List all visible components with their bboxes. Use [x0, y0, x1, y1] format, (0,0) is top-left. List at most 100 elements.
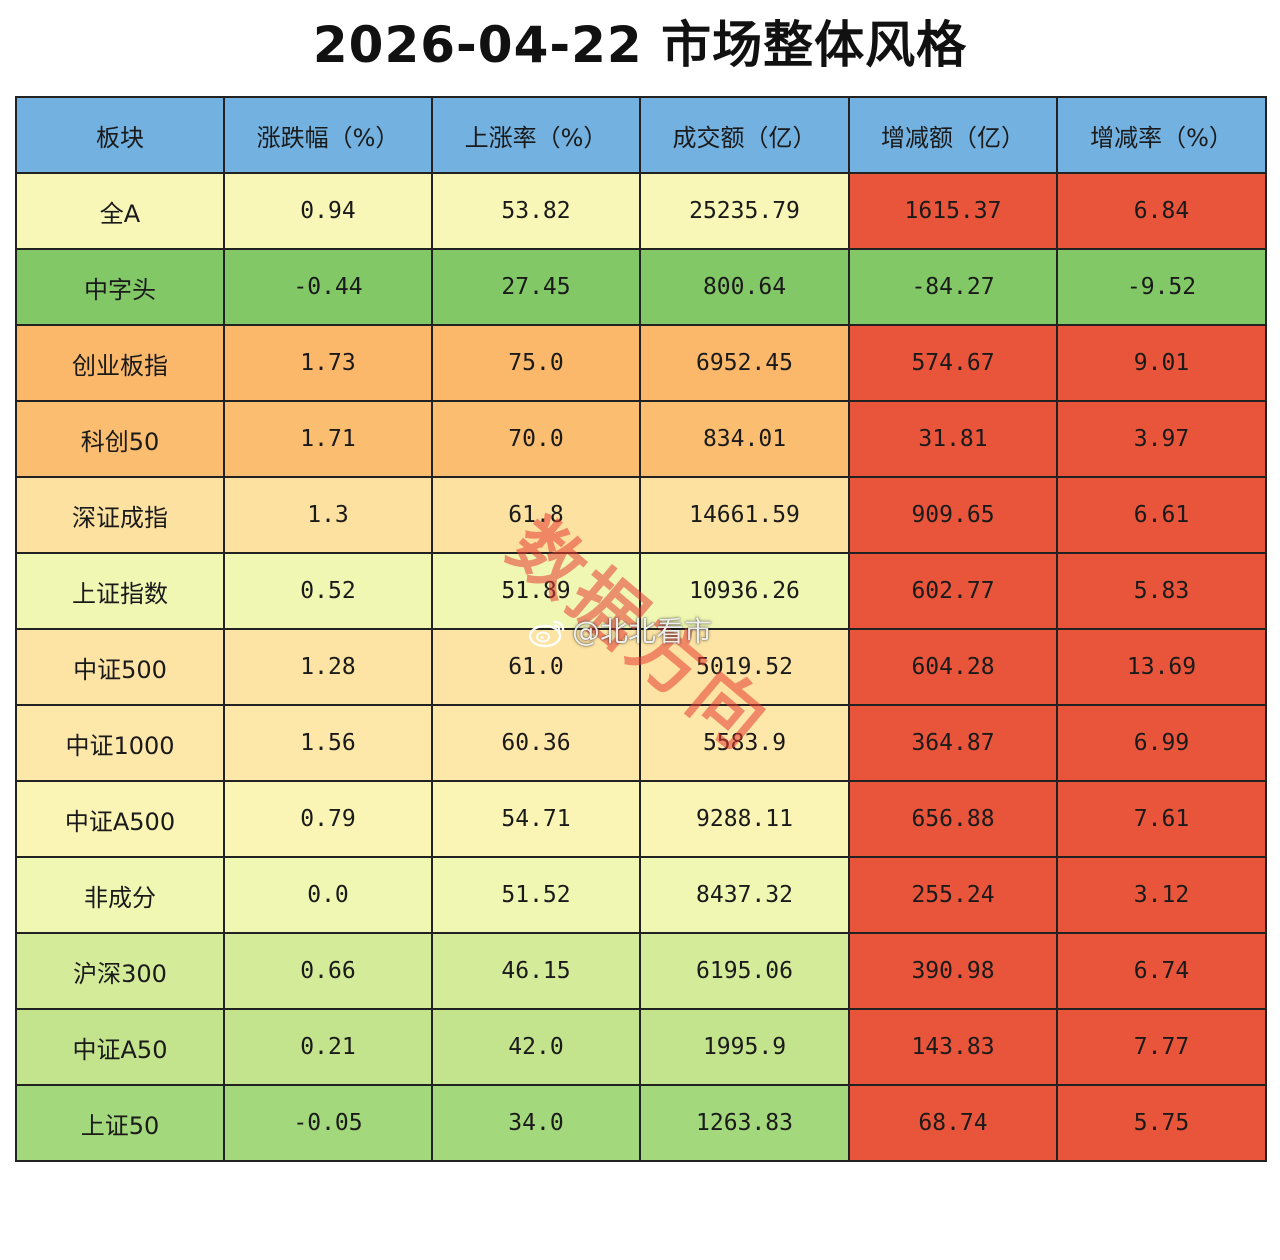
cell-change-pct: 0.79 — [223, 780, 433, 858]
cell-turnover: 6195.06 — [639, 932, 850, 1010]
column-header-turnover: 成交额（亿） — [639, 96, 850, 174]
cell-turnover-change-pct: 5.75 — [1056, 1084, 1267, 1162]
table-row: 上证50 -0.05 34.0 1263.83 68.74 5.75 — [15, 1084, 1267, 1162]
cell-advance-ratio: 51.52 — [431, 856, 641, 934]
cell-advance-ratio: 61.0 — [431, 628, 641, 706]
cell-turnover: 1995.9 — [639, 1008, 850, 1086]
cell-turnover-change: 31.81 — [848, 400, 1058, 478]
cell-sector: 上证50 — [15, 1084, 225, 1162]
cell-change-pct: 0.52 — [223, 552, 433, 630]
cell-turnover-change: 602.77 — [848, 552, 1058, 630]
cell-change-pct: 1.71 — [223, 400, 433, 478]
cell-turnover-change: 604.28 — [848, 628, 1058, 706]
cell-sector: 沪深300 — [15, 932, 225, 1010]
cell-turnover-change: 656.88 — [848, 780, 1058, 858]
cell-turnover-change: 68.74 — [848, 1084, 1058, 1162]
cell-sector: 深证成指 — [15, 476, 225, 554]
column-header-turnover-change: 增减额（亿） — [848, 96, 1058, 174]
cell-advance-ratio: 54.71 — [431, 780, 641, 858]
table-row: 中字头 -0.44 27.45 800.64 -84.27 -9.52 — [15, 248, 1267, 326]
cell-turnover: 1263.83 — [639, 1084, 850, 1162]
cell-advance-ratio: 70.0 — [431, 400, 641, 478]
table-row: 中证1000 1.56 60.36 5583.9 364.87 6.99 — [15, 704, 1267, 782]
cell-sector: 科创50 — [15, 400, 225, 478]
table-row: 中证500 1.28 61.0 5019.52 604.28 13.69 — [15, 628, 1267, 706]
cell-advance-ratio: 75.0 — [431, 324, 641, 402]
column-header-turnover-change-pct: 增减率（%） — [1056, 96, 1267, 174]
cell-sector: 全A — [15, 172, 225, 250]
cell-advance-ratio: 46.15 — [431, 932, 641, 1010]
cell-turnover-change: 390.98 — [848, 932, 1058, 1010]
cell-turnover: 5583.9 — [639, 704, 850, 782]
cell-turnover: 14661.59 — [639, 476, 850, 554]
cell-change-pct: 0.21 — [223, 1008, 433, 1086]
cell-turnover-change-pct: 13.69 — [1056, 628, 1267, 706]
cell-advance-ratio: 60.36 — [431, 704, 641, 782]
cell-sector: 中证500 — [15, 628, 225, 706]
cell-turnover: 9288.11 — [639, 780, 850, 858]
cell-turnover: 834.01 — [639, 400, 850, 478]
table-row: 沪深300 0.66 46.15 6195.06 390.98 6.74 — [15, 932, 1267, 1010]
table-row: 中证A50 0.21 42.0 1995.9 143.83 7.77 — [15, 1008, 1267, 1086]
column-header-change-pct: 涨跌幅（%） — [223, 96, 433, 174]
cell-change-pct: 1.3 — [223, 476, 433, 554]
cell-change-pct: 0.94 — [223, 172, 433, 250]
table-row: 深证成指 1.3 61.8 14661.59 909.65 6.61 — [15, 476, 1267, 554]
cell-turnover-change-pct: 7.61 — [1056, 780, 1267, 858]
cell-change-pct: 1.28 — [223, 628, 433, 706]
cell-advance-ratio: 27.45 — [431, 248, 641, 326]
cell-turnover: 8437.32 — [639, 856, 850, 934]
cell-turnover: 5019.52 — [639, 628, 850, 706]
header-row: 板块 涨跌幅（%） 上涨率（%） 成交额（亿） 增减额（亿） 增减率（%） — [15, 96, 1267, 174]
cell-change-pct: 0.0 — [223, 856, 433, 934]
cell-turnover-change-pct: 7.77 — [1056, 1008, 1267, 1086]
cell-sector: 中证A500 — [15, 780, 225, 858]
table-row: 中证A500 0.79 54.71 9288.11 656.88 7.61 — [15, 780, 1267, 858]
cell-turnover: 800.64 — [639, 248, 850, 326]
cell-turnover-change: 1615.37 — [848, 172, 1058, 250]
table-row: 上证指数 0.52 51.89 10936.26 602.77 5.83 — [15, 552, 1267, 630]
cell-sector: 中字头 — [15, 248, 225, 326]
cell-turnover-change: 364.87 — [848, 704, 1058, 782]
market-style-table: 板块 涨跌幅（%） 上涨率（%） 成交额（亿） 增减额（亿） 增减率（%） 全A… — [15, 96, 1267, 1162]
cell-turnover-change-pct: 6.84 — [1056, 172, 1267, 250]
cell-change-pct: 1.73 — [223, 324, 433, 402]
cell-sector: 上证指数 — [15, 552, 225, 630]
cell-turnover-change: 255.24 — [848, 856, 1058, 934]
cell-change-pct: -0.44 — [223, 248, 433, 326]
cell-turnover-change-pct: 6.74 — [1056, 932, 1267, 1010]
cell-advance-ratio: 34.0 — [431, 1084, 641, 1162]
cell-turnover-change: 143.83 — [848, 1008, 1058, 1086]
cell-advance-ratio: 61.8 — [431, 476, 641, 554]
cell-turnover-change-pct: 3.97 — [1056, 400, 1267, 478]
cell-turnover-change-pct: 9.01 — [1056, 324, 1267, 402]
table-row: 全A 0.94 53.82 25235.79 1615.37 6.84 — [15, 172, 1267, 250]
cell-turnover-change-pct: 5.83 — [1056, 552, 1267, 630]
page-title: 2026-04-22 市场整体风格 — [312, 16, 968, 74]
cell-turnover: 25235.79 — [639, 172, 850, 250]
cell-change-pct: 1.56 — [223, 704, 433, 782]
cell-turnover: 10936.26 — [639, 552, 850, 630]
table-row: 科创50 1.71 70.0 834.01 31.81 3.97 — [15, 400, 1267, 478]
column-header-sector: 板块 — [15, 96, 225, 174]
cell-turnover-change-pct: 3.12 — [1056, 856, 1267, 934]
cell-sector: 中证A50 — [15, 1008, 225, 1086]
cell-advance-ratio: 51.89 — [431, 552, 641, 630]
cell-turnover: 6952.45 — [639, 324, 850, 402]
cell-advance-ratio: 42.0 — [431, 1008, 641, 1086]
table-row: 创业板指 1.73 75.0 6952.45 574.67 9.01 — [15, 324, 1267, 402]
cell-sector: 创业板指 — [15, 324, 225, 402]
cell-change-pct: -0.05 — [223, 1084, 433, 1162]
cell-sector: 中证1000 — [15, 704, 225, 782]
cell-advance-ratio: 53.82 — [431, 172, 641, 250]
cell-turnover-change: 909.65 — [848, 476, 1058, 554]
column-header-advance-ratio: 上涨率（%） — [431, 96, 641, 174]
table-row: 非成分 0.0 51.52 8437.32 255.24 3.12 — [15, 856, 1267, 934]
cell-turnover-change: 574.67 — [848, 324, 1058, 402]
cell-turnover-change-pct: -9.52 — [1056, 248, 1267, 326]
cell-sector: 非成分 — [15, 856, 225, 934]
cell-turnover-change: -84.27 — [848, 248, 1058, 326]
cell-turnover-change-pct: 6.61 — [1056, 476, 1267, 554]
cell-change-pct: 0.66 — [223, 932, 433, 1010]
cell-turnover-change-pct: 6.99 — [1056, 704, 1267, 782]
